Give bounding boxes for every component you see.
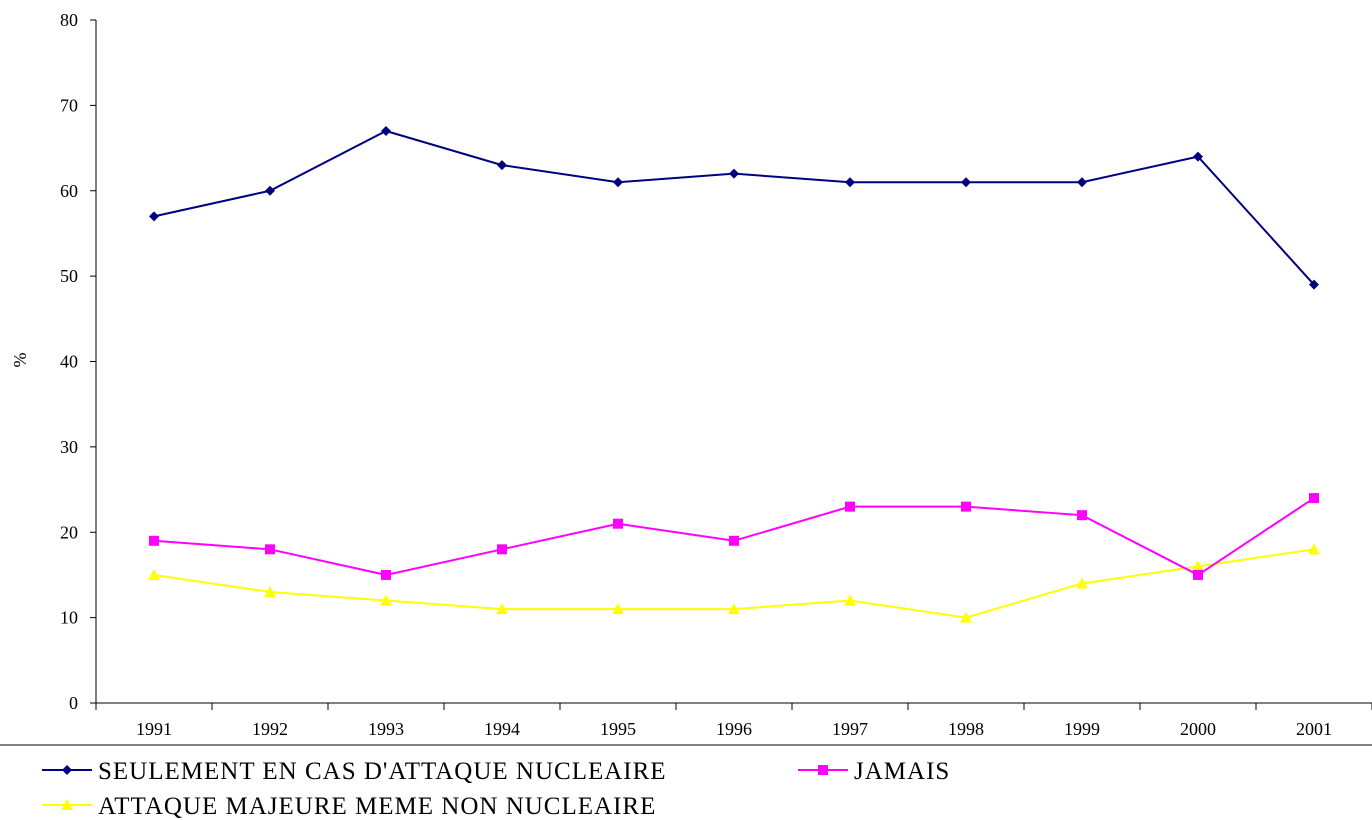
data-point [845, 177, 855, 188]
data-point [264, 586, 276, 598]
data-point [1309, 493, 1319, 504]
y-axis-label: % [10, 353, 30, 368]
data-point [844, 594, 856, 606]
y-tick-label: 80 [60, 10, 78, 30]
x-axis: 1991 1992 1993 1994 1995 1996 1997 1998 1999 2000… [95, 702, 1372, 739]
legend-item: ATTAQUE MAJEURE MEME NON NUCLEAIRE [42, 793, 656, 820]
data-point [497, 544, 507, 555]
x-tick-label: 1996 [716, 719, 752, 739]
data-point [149, 535, 159, 546]
data-point [961, 501, 971, 512]
data-point [1193, 569, 1203, 580]
x-tick-label: 1994 [484, 719, 520, 739]
x-tick-label: 1993 [368, 719, 404, 739]
legend-label: SEULEMENT EN CAS D'ATTAQUE NUCLEAIRE [98, 758, 667, 785]
data-point [960, 611, 972, 623]
data-point [1309, 279, 1319, 290]
data-point [1192, 560, 1204, 572]
data-point [1308, 543, 1320, 555]
legend: SEULEMENT EN CAS D'ATTAQUE NUCLEAIRE JAMA… [42, 758, 950, 820]
data-point [613, 177, 623, 188]
x-tick-label: 1995 [600, 719, 636, 739]
y-tick-label: 30 [60, 437, 78, 457]
data-point [496, 603, 508, 615]
y-tick-label: 50 [60, 266, 78, 286]
x-tick-label: 1997 [832, 719, 868, 739]
data-point [149, 211, 159, 222]
data-point [961, 177, 971, 188]
legend-label: JAMAIS [854, 758, 950, 785]
series-2 [149, 493, 1319, 580]
data-point [497, 160, 507, 171]
data-point [265, 185, 275, 196]
series-1 [149, 125, 1319, 290]
series-layer [148, 125, 1320, 623]
series-line [153, 129, 1315, 286]
data-point [1076, 577, 1088, 589]
series-3 [148, 543, 1320, 623]
data-point [729, 168, 739, 179]
x-tick-label: 1991 [136, 719, 172, 739]
legend-item: SEULEMENT EN CAS D'ATTAQUE NUCLEAIRE [42, 758, 667, 785]
data-point [729, 535, 739, 546]
y-tick-label: 40 [60, 352, 78, 372]
data-point [381, 569, 391, 580]
y-tick-label: 70 [60, 95, 78, 115]
y-tick-label: 60 [60, 181, 78, 201]
data-point [381, 125, 391, 136]
y-tick-label: 20 [60, 522, 78, 542]
data-point [728, 603, 740, 615]
data-point [380, 594, 392, 606]
legend-label: ATTAQUE MAJEURE MEME NON NUCLEAIRE [98, 793, 656, 820]
y-axis: 0 10 20 30 40 50 60 70 80 [60, 10, 97, 713]
x-tick-label: 1992 [252, 719, 288, 739]
legend-swatch-marker [61, 799, 73, 810]
legend-item: JAMAIS [798, 758, 950, 785]
data-point [845, 501, 855, 512]
y-tick-label: 10 [60, 608, 78, 628]
x-tick-label: 1999 [1064, 719, 1100, 739]
x-tick-label: 2000 [1180, 719, 1216, 739]
x-tick-label: 2001 [1296, 719, 1332, 739]
data-point [148, 568, 160, 580]
data-point [265, 544, 275, 555]
y-tick-label: 0 [69, 693, 78, 713]
data-point [1077, 510, 1087, 521]
data-point [1077, 177, 1087, 188]
legend-swatch-marker [818, 765, 828, 775]
x-tick-label: 1998 [948, 719, 984, 739]
legend-swatch-marker [62, 765, 72, 775]
data-point [1193, 151, 1203, 162]
data-point [613, 518, 623, 529]
data-point [612, 603, 624, 615]
